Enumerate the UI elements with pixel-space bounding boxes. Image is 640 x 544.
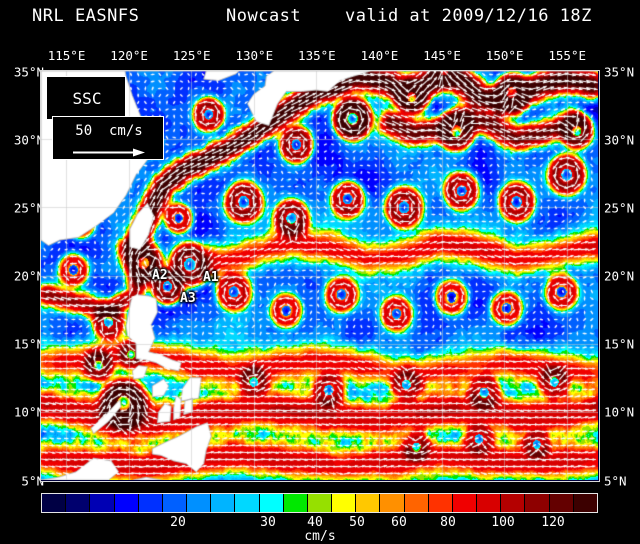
right-arrow-icon [73, 148, 145, 157]
lat-tick-20-r: 20°N [604, 268, 635, 284]
lat-tick-15-l: 15°N [13, 336, 44, 352]
colorbar-segment-2 [90, 494, 115, 512]
colorbar-segment-10 [283, 494, 308, 512]
lon-tick-120: 120°E [110, 48, 148, 63]
lat-tick-5-l: 5°N [21, 473, 44, 488]
lat-tick-25-r: 25°N [604, 200, 635, 216]
lon-tick-130: 130°E [235, 48, 274, 63]
colorbar-segment-20 [525, 494, 550, 512]
lon-tick-150: 150°E [485, 48, 524, 63]
lat-tick-15-r: 15°N [604, 336, 635, 352]
lon-tick-145: 145°E [423, 48, 461, 63]
colorbar-segment-16 [428, 494, 453, 512]
eddy-label-a3: A3 [180, 291, 196, 306]
lat-tick-25-l: 25°N [13, 200, 44, 216]
ssc-legend-box: SSC [46, 76, 126, 120]
speed-colorbar [41, 493, 598, 513]
colorbar-segment-5 [162, 494, 188, 512]
colorbar-segment-8 [235, 494, 260, 512]
lon-tick-140: 140°E [360, 48, 399, 63]
colorbar-tick-40: 40 [307, 515, 323, 530]
lat-tick-10-r: 10°N [604, 404, 635, 420]
eddy-label-a2: A2 [152, 268, 168, 283]
lat-tick-35-l: 35°N [13, 64, 44, 79]
colorbar-unit-label: cm/s [304, 529, 336, 544]
lat-tick-10-l: 10°N [13, 404, 44, 420]
colorbar-segment-6 [187, 494, 212, 512]
title-organization: NRL EASNFS [32, 6, 140, 26]
colorbar-segment-7 [211, 494, 236, 512]
colorbar-segment-19 [501, 494, 526, 512]
colorbar-tick-60: 60 [391, 515, 407, 530]
colorbar-tick-100: 100 [491, 515, 515, 530]
lon-tick-155: 155°E [548, 48, 587, 63]
colorbar-tick-50: 50 [349, 515, 365, 530]
colorbar-segment-0 [42, 494, 67, 512]
colorbar-segment-22 [573, 494, 597, 512]
figure-title: NRL EASNFS Nowcast valid at 2009/12/16 1… [0, 6, 640, 32]
colorbar-segment-21 [549, 494, 574, 512]
lat-tick-35-r: 35°N [604, 64, 635, 79]
lon-tick-115: 115°E [47, 48, 86, 63]
lat-tick-5-r: 5°N [604, 473, 627, 488]
colorbar-segment-11 [307, 494, 333, 512]
colorbar-segment-4 [138, 494, 163, 512]
lon-tick-135: 135°E [298, 48, 336, 63]
colorbar-segment-17 [452, 494, 478, 512]
vector-scale-label: 50 cm/s [75, 123, 143, 139]
colorbar-tick-30: 30 [260, 515, 276, 530]
colorbar-segment-9 [259, 494, 284, 512]
ssc-label: SSC [72, 89, 102, 108]
lat-tick-20-l: 20°N [13, 268, 44, 284]
colorbar-segment-12 [332, 494, 357, 512]
colorbar-tick-80: 80 [440, 515, 456, 530]
colorbar-segment-15 [404, 494, 429, 512]
colorbar-tick-20: 20 [170, 515, 186, 530]
lat-tick-30-l: 30°N [13, 132, 44, 148]
colorbar-segment-13 [356, 494, 381, 512]
title-mode: Nowcast [226, 6, 302, 26]
colorbar-segment-1 [66, 494, 91, 512]
colorbar-segment-3 [114, 494, 139, 512]
vector-scale-box: 50 cm/s [52, 116, 164, 160]
colorbar-tick-120: 120 [541, 515, 565, 530]
map-plot-area [40, 70, 600, 482]
lon-tick-125: 125°E [172, 48, 211, 63]
title-valid-time: valid at 2009/12/16 18Z [345, 6, 592, 26]
colorbar-segment-14 [380, 494, 405, 512]
lat-tick-30-r: 30°N [604, 132, 635, 148]
colorbar-segment-18 [477, 494, 502, 512]
eddy-label-a1: A1 [203, 270, 219, 285]
